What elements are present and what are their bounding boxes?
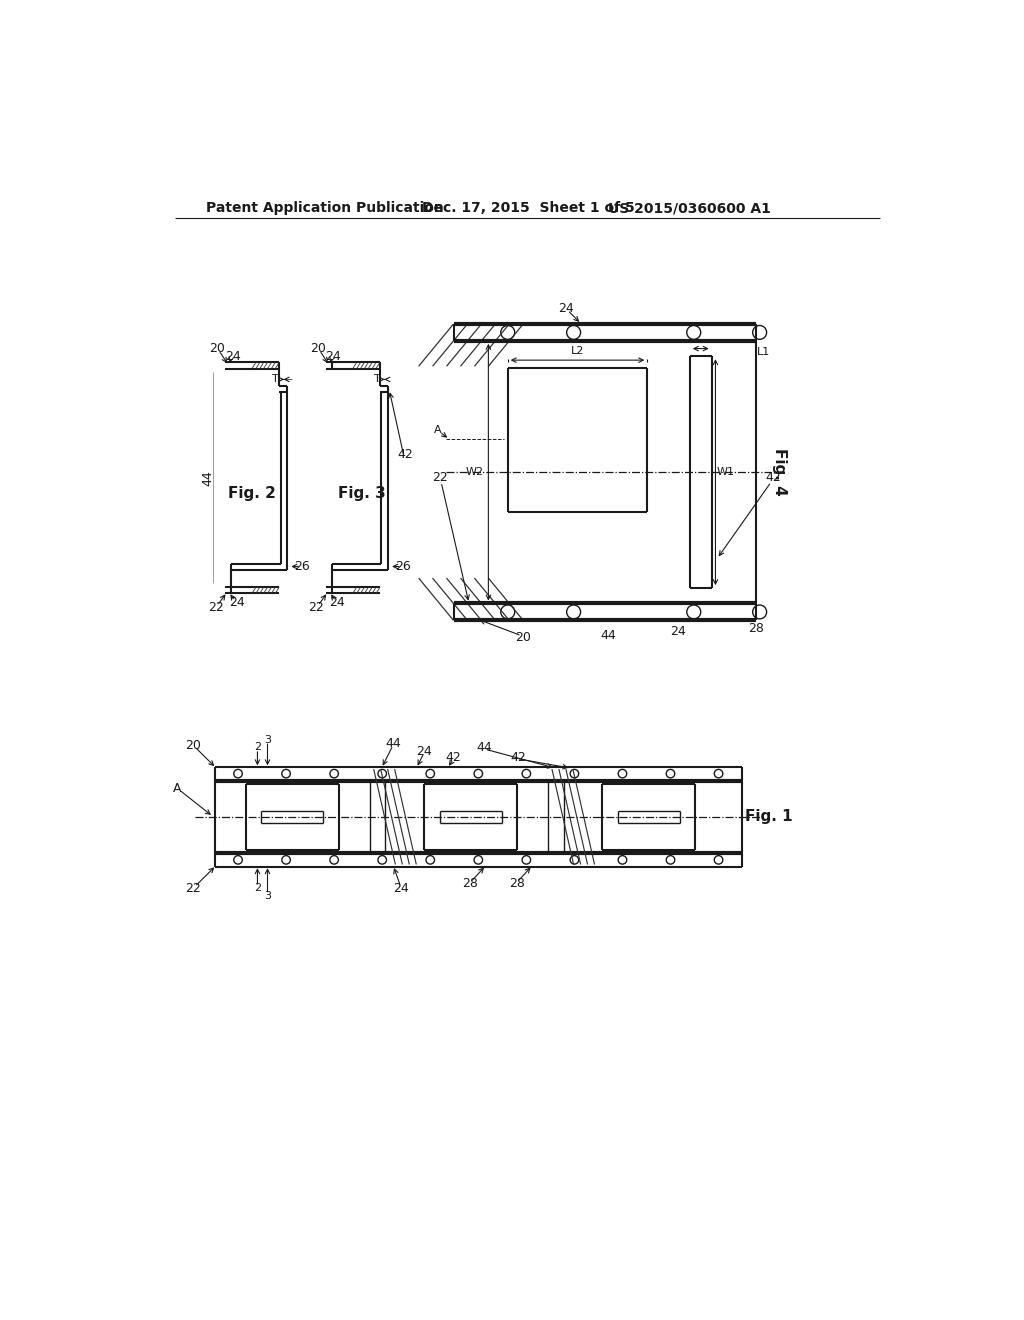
- Text: 22: 22: [432, 471, 447, 484]
- Text: 44: 44: [601, 630, 616, 643]
- Text: 24: 24: [326, 350, 341, 363]
- Text: W2: W2: [465, 467, 483, 477]
- Text: 2: 2: [254, 883, 261, 894]
- Text: L1: L1: [757, 347, 770, 358]
- Text: 20: 20: [310, 342, 326, 355]
- Text: 3: 3: [264, 891, 271, 902]
- Text: Patent Application Publication: Patent Application Publication: [206, 202, 443, 215]
- Text: 24: 24: [558, 302, 573, 315]
- Text: 24: 24: [671, 626, 686, 639]
- Text: 28: 28: [509, 878, 525, 890]
- Text: 42: 42: [445, 751, 462, 764]
- Text: T: T: [374, 375, 381, 384]
- Text: 26: 26: [395, 560, 411, 573]
- Text: 22: 22: [208, 601, 223, 614]
- Text: 2: 2: [254, 742, 261, 752]
- Text: W1: W1: [717, 467, 734, 477]
- Text: 20: 20: [185, 739, 201, 751]
- Text: L2: L2: [570, 346, 584, 356]
- Text: A: A: [434, 425, 441, 436]
- Text: 44: 44: [476, 741, 493, 754]
- Text: 28: 28: [463, 878, 478, 890]
- Text: 26: 26: [295, 560, 310, 573]
- Text: T: T: [272, 375, 279, 384]
- Text: Fig. 3: Fig. 3: [338, 486, 386, 500]
- Text: 28: 28: [748, 622, 764, 635]
- Text: 24: 24: [416, 744, 432, 758]
- Text: 24: 24: [393, 882, 409, 895]
- Text: 42: 42: [397, 449, 414, 462]
- Text: 42: 42: [511, 751, 526, 764]
- Text: Fig. 1: Fig. 1: [745, 809, 793, 824]
- Text: 24: 24: [330, 597, 345, 610]
- Text: 3: 3: [264, 735, 271, 744]
- Text: 44: 44: [385, 737, 401, 750]
- Text: US 2015/0360600 A1: US 2015/0360600 A1: [608, 202, 771, 215]
- Text: 22: 22: [308, 601, 325, 614]
- Text: Fig. 4: Fig. 4: [771, 447, 786, 496]
- Text: 42: 42: [765, 471, 780, 484]
- Text: 20: 20: [209, 342, 225, 355]
- Text: 24: 24: [224, 350, 241, 363]
- Text: A: A: [173, 781, 182, 795]
- Text: 22: 22: [185, 882, 201, 895]
- Text: Fig. 2: Fig. 2: [228, 486, 275, 500]
- Text: 24: 24: [228, 597, 245, 610]
- Text: 20: 20: [515, 631, 531, 644]
- Text: 44: 44: [202, 470, 214, 486]
- Text: Dec. 17, 2015  Sheet 1 of 5: Dec. 17, 2015 Sheet 1 of 5: [423, 202, 635, 215]
